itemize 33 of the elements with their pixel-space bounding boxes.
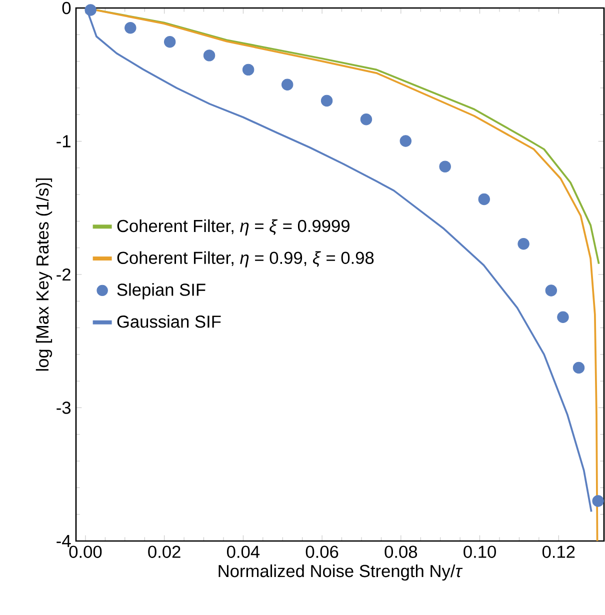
point [164, 36, 176, 48]
point [556, 311, 569, 324]
point [572, 362, 584, 374]
x-tick-label: 0.08 [384, 546, 417, 558]
x-tick-label: 0.12 [542, 546, 574, 558]
y-tick-label: -3 [56, 402, 70, 414]
legend-label: Gaussian SIF [117, 315, 221, 328]
x-tick-label: 0.02 [148, 546, 180, 558]
y-tick-label: -2 [56, 268, 70, 281]
x-tick-label: 0.04 [226, 546, 260, 558]
point [545, 284, 557, 296]
y-axis-title: log [Max Key Rates (1/s)] [36, 178, 52, 371]
point [84, 4, 96, 16]
y-tick-label: 0 [62, 2, 70, 14]
point [320, 94, 332, 107]
point [360, 114, 372, 126]
legend-label: Slepian SIF [117, 283, 206, 300]
y-tick-label: -1 [56, 135, 70, 148]
x-tick-label: 0.00 [69, 546, 102, 558]
y-tick-label: -4 [56, 535, 71, 547]
point [400, 135, 412, 147]
x-tick-label: 0.06 [306, 546, 338, 558]
point [242, 64, 254, 76]
point [439, 160, 451, 172]
x-axis-title: Normalized Noise Strength Ny/τ [218, 564, 462, 581]
legend-label: Coherent Filter, η = ξ = 0.9999 [117, 219, 350, 236]
point [203, 50, 215, 62]
point [478, 193, 490, 206]
x-tick-label: 0.10 [463, 546, 496, 558]
point [124, 22, 136, 34]
point [281, 78, 294, 90]
point [518, 238, 530, 250]
legend-label: Coherent Filter, η = 0.99, ξ = 0.98 [117, 251, 374, 268]
